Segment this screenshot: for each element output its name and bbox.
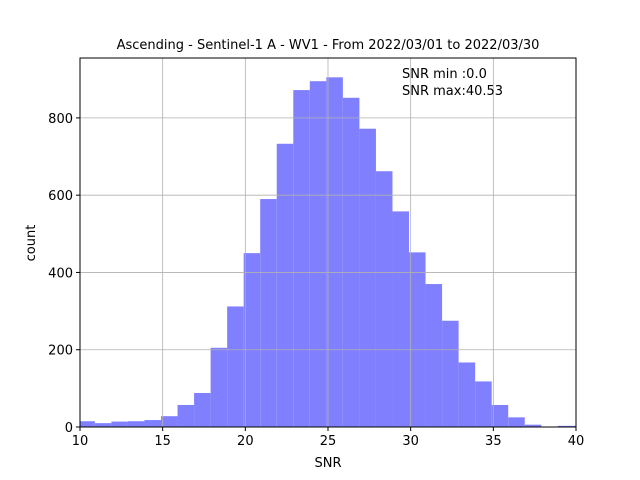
histogram-bar (475, 381, 492, 427)
grid-lines (79, 58, 577, 428)
x-axis-label: SNR (314, 456, 341, 471)
x-tick-label: 30 (402, 434, 419, 449)
y-axis-label: count (24, 225, 39, 262)
snr-max-annotation: SNR max:40.53 (402, 84, 503, 99)
histogram-bar (326, 77, 343, 427)
histogram-bar (574, 425, 576, 427)
histogram-bar (111, 421, 128, 427)
histogram-bar (144, 420, 162, 427)
x-axis-ticks: 10 15 20 25 30 35 40 (72, 427, 585, 449)
y-tick-label: 400 (48, 266, 73, 281)
histogram-bar (227, 306, 244, 427)
histogram-bar (342, 97, 360, 427)
x-tick-label: 35 (485, 434, 502, 449)
y-axis-ticks: 0 200 400 600 800 (48, 112, 80, 436)
snr-min-annotation: SNR min :0.0 (402, 67, 487, 82)
histogram-bar (359, 128, 376, 427)
histogram-bar (442, 320, 459, 427)
y-tick-label: 800 (48, 112, 73, 127)
histogram-bar (210, 347, 228, 427)
y-tick-label: 200 (48, 344, 73, 359)
histogram-bar (458, 362, 476, 427)
x-tick-label: 25 (320, 434, 337, 449)
histogram-bar (557, 425, 575, 427)
x-tick-label: 40 (568, 434, 585, 449)
chart-title: Ascending - Sentinel-1 A - WV1 - From 20… (117, 38, 540, 53)
histogram-bar (194, 392, 211, 427)
histogram-bar (177, 404, 195, 427)
histogram-bar (127, 421, 145, 427)
histogram-bar (276, 143, 294, 427)
histogram-bar (409, 252, 426, 427)
histogram-bar (425, 284, 443, 427)
x-tick-label: 10 (72, 434, 89, 449)
x-tick-label: 15 (154, 434, 171, 449)
histogram-bar (524, 424, 542, 427)
histogram-bar (161, 416, 178, 427)
x-tick-label: 20 (237, 434, 254, 449)
histogram-bar (375, 171, 393, 427)
y-tick-label: 600 (48, 189, 73, 204)
histogram-bar (491, 404, 509, 427)
histogram-bars (80, 77, 576, 427)
histogram-bar (260, 199, 277, 427)
histogram-bar (309, 81, 327, 427)
histogram-bar (392, 211, 410, 427)
histogram-bar (293, 90, 310, 427)
histogram-bar (243, 253, 261, 427)
histogram-bar (80, 421, 95, 427)
y-tick-label: 0 (65, 421, 73, 436)
histogram-bar (508, 417, 525, 427)
histogram-bar (94, 423, 112, 427)
